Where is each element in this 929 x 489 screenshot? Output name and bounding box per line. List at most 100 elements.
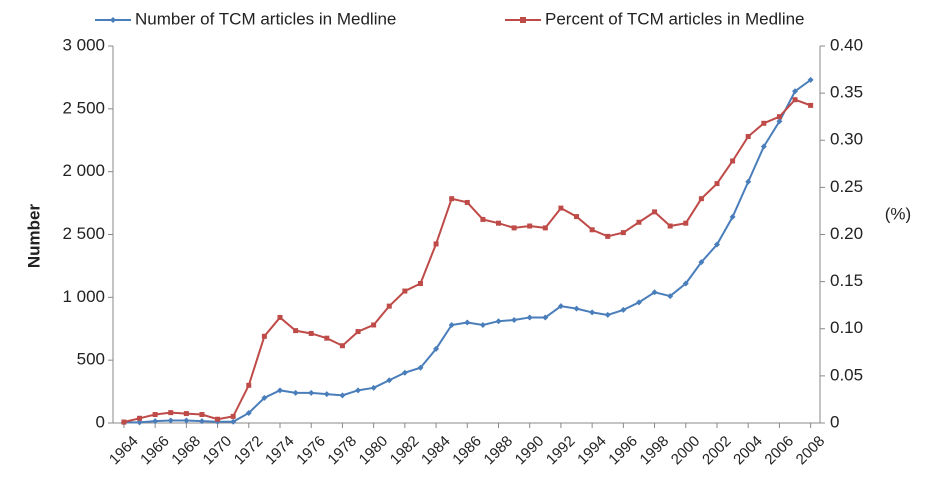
- y2-tick-label: 0.15: [830, 271, 863, 290]
- y2-axis-label: (%): [885, 204, 911, 223]
- point-marker: [339, 343, 345, 349]
- legend-marker: [110, 17, 116, 23]
- y-tick-label: 1 000: [62, 287, 105, 306]
- point-marker: [370, 384, 377, 391]
- point-marker: [355, 387, 362, 394]
- point-marker: [807, 76, 814, 83]
- point-marker: [635, 299, 642, 306]
- x-tick-label: 1994: [574, 433, 610, 469]
- point-marker: [479, 321, 486, 328]
- y2-tick-label: 0.40: [830, 35, 863, 54]
- x-tick-label: 1966: [137, 433, 173, 469]
- y-tick-label: 2 000: [62, 161, 105, 180]
- point-marker: [276, 387, 283, 394]
- x-tick-label: 1992: [543, 433, 579, 469]
- point-marker: [371, 322, 377, 328]
- point-marker: [745, 133, 751, 139]
- x-tick-label: 2008: [793, 433, 829, 469]
- point-marker: [137, 415, 143, 421]
- point-marker: [714, 181, 720, 187]
- point-marker: [574, 214, 580, 220]
- point-marker: [167, 417, 174, 424]
- point-marker: [464, 319, 471, 326]
- point-marker: [792, 88, 799, 95]
- x-tick-label: 1970: [200, 433, 236, 469]
- point-marker: [760, 143, 767, 150]
- y2-tick-label: 0.05: [830, 365, 863, 384]
- point-marker: [183, 417, 190, 424]
- y2-tick-label: 0.25: [830, 177, 863, 196]
- y2-tick-label: 0.10: [830, 318, 863, 337]
- x-tick-label: 2004: [730, 433, 766, 469]
- x-tick-label: 2000: [668, 433, 704, 469]
- point-marker: [168, 410, 174, 416]
- y2-tick-label: 0.35: [830, 83, 863, 102]
- point-marker: [448, 321, 455, 328]
- x-tick-label: 2002: [699, 433, 735, 469]
- point-marker: [558, 205, 564, 211]
- point-marker: [293, 328, 299, 334]
- point-marker: [761, 120, 767, 126]
- legend-entry: Percent of TCM articles in Medline: [505, 9, 805, 28]
- y2-tick-label: 0.30: [830, 130, 863, 149]
- point-marker: [417, 364, 424, 371]
- point-marker: [776, 118, 783, 125]
- x-tick-label: 1978: [324, 433, 360, 469]
- legend-entry: Number of TCM articles in Medline: [95, 9, 396, 28]
- y-tick-label: 3 000: [62, 35, 105, 54]
- point-marker: [433, 345, 440, 352]
- x-tick-label: 1974: [262, 433, 298, 469]
- point-marker: [589, 227, 595, 233]
- legend-label: Number of TCM articles in Medline: [135, 9, 396, 28]
- y-tick-label: 0: [96, 412, 105, 431]
- point-marker: [480, 216, 486, 222]
- point-marker: [511, 225, 517, 231]
- x-tick-label: 1964: [106, 433, 142, 469]
- point-marker: [652, 209, 658, 215]
- point-marker: [152, 418, 159, 425]
- point-marker: [651, 289, 658, 296]
- point-marker: [386, 377, 393, 384]
- point-marker: [121, 419, 127, 425]
- point-marker: [152, 412, 158, 418]
- point-marker: [542, 314, 549, 321]
- x-tick-label: 2006: [761, 433, 797, 469]
- point-marker: [324, 335, 330, 341]
- point-marker: [605, 233, 611, 239]
- point-marker: [527, 223, 533, 229]
- point-marker: [245, 409, 252, 416]
- point-marker: [557, 303, 564, 310]
- point-marker: [433, 241, 439, 247]
- point-marker: [183, 411, 189, 417]
- x-tick-label: 1968: [168, 433, 204, 469]
- series-line: [123, 79, 812, 424]
- point-marker: [308, 389, 315, 396]
- y-tick-label: 2 500: [62, 98, 105, 117]
- point-marker: [730, 158, 736, 164]
- x-tick-label: 1980: [356, 433, 392, 469]
- y2-tick-label: 0: [830, 412, 839, 431]
- point-marker: [495, 318, 502, 325]
- point-marker: [292, 389, 299, 396]
- point-marker: [230, 418, 237, 425]
- point-marker: [620, 306, 627, 313]
- point-marker: [261, 333, 267, 339]
- point-marker: [323, 391, 330, 398]
- point-marker: [713, 241, 720, 248]
- x-tick-label: 1976: [293, 433, 329, 469]
- x-tick-label: 1996: [605, 433, 641, 469]
- y-tick-label: 2 500: [62, 224, 105, 243]
- point-marker: [215, 416, 221, 422]
- series-line: [123, 98, 811, 424]
- point-marker: [198, 418, 205, 425]
- point-marker: [698, 196, 704, 202]
- point-marker: [682, 280, 689, 287]
- point-marker: [464, 199, 470, 205]
- y-tick-label: 500: [77, 350, 105, 369]
- point-marker: [401, 369, 408, 376]
- x-tick-label: 1988: [481, 433, 517, 469]
- point-marker: [261, 394, 268, 401]
- point-marker: [136, 419, 143, 426]
- point-marker: [495, 220, 501, 226]
